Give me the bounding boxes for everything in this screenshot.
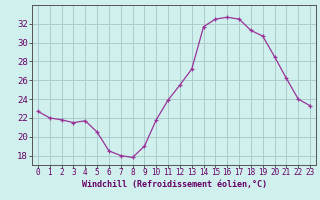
X-axis label: Windchill (Refroidissement éolien,°C): Windchill (Refroidissement éolien,°C) [82,180,267,189]
